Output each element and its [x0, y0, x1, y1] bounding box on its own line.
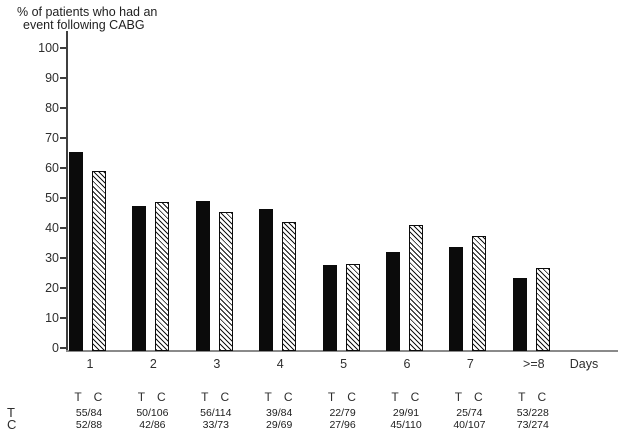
fraction-c-day->=8: 73/274 [516, 419, 549, 431]
bar-c-day-7 [472, 235, 487, 351]
fraction-c-day-6: 45/110 [390, 419, 422, 431]
pair-label-t-day-6: T [391, 390, 399, 404]
y-tick-label: 60 [45, 161, 59, 175]
y-tick-label: 20 [45, 281, 59, 295]
x-label-day-7: 7 [466, 357, 474, 371]
bar-c-day-6 [409, 225, 423, 351]
y-tick [60, 287, 66, 289]
y-tick [60, 317, 66, 319]
fraction-t-day-3: 56/114 [200, 407, 232, 419]
bar-t-day-1 [69, 151, 83, 351]
fraction-t-day-4: 39/84 [266, 407, 293, 419]
y-tick [60, 227, 66, 229]
x-label-day-1: 1 [86, 357, 94, 371]
y-tick-label: 90 [45, 71, 59, 85]
x-label-day-4: 4 [276, 357, 284, 371]
y-tick-label: 50 [45, 191, 59, 205]
bar-c-day-2 [155, 201, 170, 351]
pair-label-c-day-6: C [410, 390, 420, 404]
x-label-day-6: 6 [403, 357, 411, 371]
y-tick [60, 167, 66, 169]
pair-label-t-day->=8: T [518, 390, 526, 404]
pair-label-t-day-5: T [327, 390, 336, 404]
y-tick [60, 137, 66, 139]
y-tick [60, 197, 66, 199]
bar-c-day-5 [345, 263, 360, 351]
fraction-c-day-4: 29/69 [266, 419, 293, 431]
y-tick-label: 80 [45, 101, 59, 115]
y-tick [60, 77, 66, 79]
pair-label-t-day-7: T [454, 390, 463, 404]
y-tick-label: 70 [45, 131, 59, 145]
y-tick [60, 107, 66, 109]
row-label-c: C [7, 417, 17, 432]
pair-label-t-day-3: T [201, 390, 209, 404]
bar-t-day-3 [195, 200, 210, 351]
pair-label-t-day-1: T [74, 390, 82, 404]
pair-label-c-day-4: C [283, 390, 293, 404]
bar-c-day-4 [282, 222, 297, 351]
bar-t-day-2 [132, 206, 147, 351]
pair-label-t-day-4: T [264, 390, 272, 404]
chart-title-line2: event following CABG [23, 18, 145, 32]
y-tick [60, 257, 66, 259]
fraction-t-day-2: 50/106 [136, 407, 169, 419]
bar-t-day-7 [449, 246, 464, 351]
y-tick-label: 0 [52, 341, 59, 355]
bar-t-day-5 [322, 264, 337, 351]
pair-label-c-day->=8: C [537, 390, 547, 404]
y-axis-line [66, 31, 68, 352]
fraction-c-day-1: 52/88 [75, 419, 103, 431]
bar-c-day-1 [92, 170, 106, 351]
bar-t-day-6 [386, 252, 400, 351]
x-label-day-2: 2 [149, 357, 157, 371]
bar-c-day->=8 [535, 268, 550, 351]
bar-t-day-4 [259, 208, 274, 351]
x-axis-title: Days [569, 357, 599, 371]
bar-t-day->=8 [512, 278, 527, 351]
x-axis-line [66, 350, 618, 352]
row-label-t: T [7, 405, 15, 420]
fraction-c-day-3: 33/73 [202, 419, 229, 431]
pair-label-c-day-5: C [347, 390, 356, 404]
fraction-t-day-1: 55/84 [75, 407, 103, 419]
fraction-c-day-5: 27/96 [329, 419, 356, 431]
x-label-day->=8: >=8 [523, 357, 545, 371]
fraction-t-day-7: 25/74 [456, 407, 483, 419]
fraction-t-day->=8: 53/228 [516, 407, 549, 419]
pair-label-c-day-3: C [220, 390, 230, 404]
y-tick-label: 10 [45, 311, 59, 325]
pair-label-c-day-7: C [474, 390, 483, 404]
y-tick-label: 100 [38, 41, 59, 55]
y-tick-label: 40 [45, 221, 59, 235]
y-tick-label: 30 [45, 251, 59, 265]
fraction-t-day-6: 29/91 [392, 407, 420, 419]
bar-c-day-3 [218, 212, 233, 351]
y-tick [60, 47, 66, 49]
x-label-day-5: 5 [340, 357, 348, 371]
pair-label-c-day-1: C [93, 390, 103, 404]
fraction-t-day-5: 22/79 [329, 407, 356, 419]
x-label-day-3: 3 [213, 357, 221, 371]
fraction-c-day-2: 42/86 [139, 419, 166, 431]
fraction-c-day-7: 40/107 [453, 419, 486, 431]
pair-label-t-day-2: T [137, 390, 146, 404]
y-tick [60, 347, 66, 349]
chart-title-line1: % of patients who had an [17, 5, 158, 19]
pair-label-c-day-2: C [157, 390, 166, 404]
